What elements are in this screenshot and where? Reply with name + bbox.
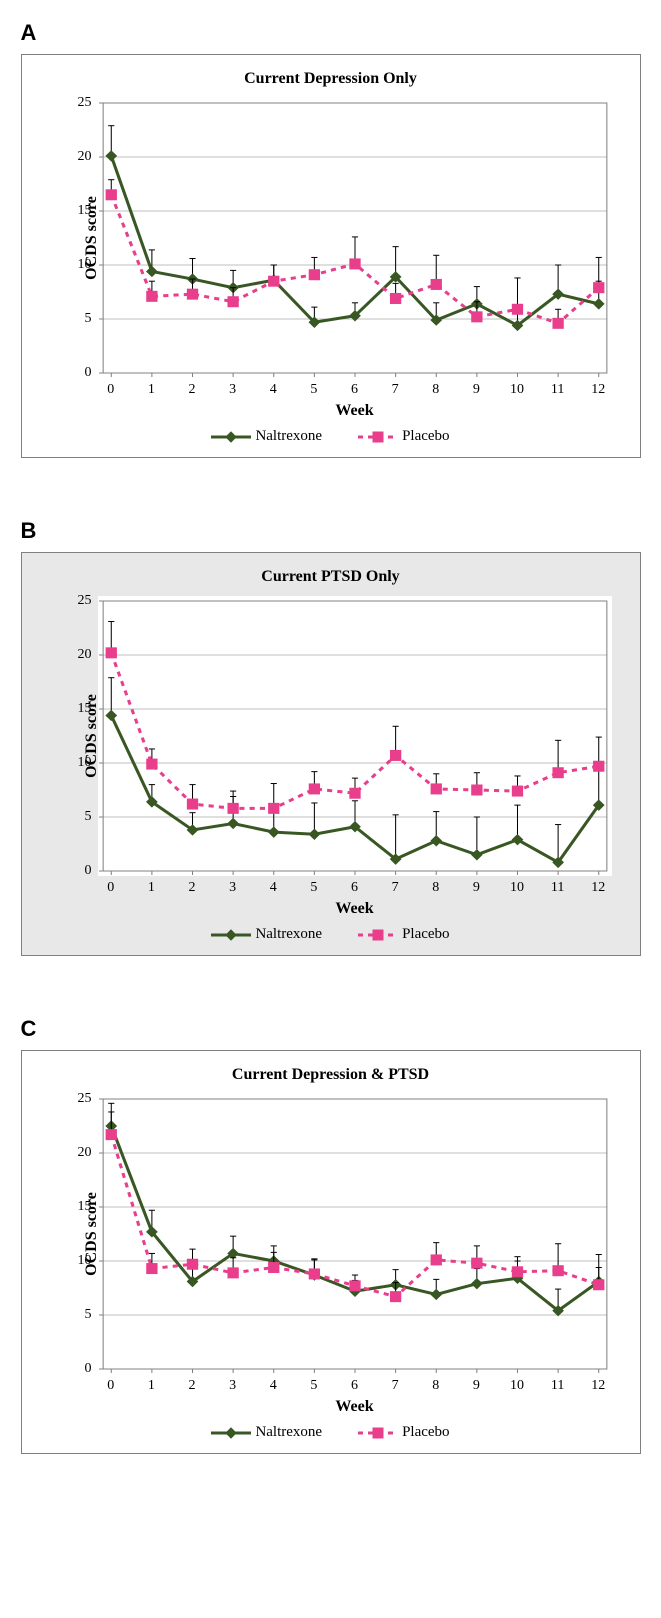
y-tick-label: 0 [85,365,98,381]
figure-container: A Current Depression Only OCDS score051015… [21,20,641,1454]
panel-label: C [21,1016,641,1042]
x-tick-label: 3 [229,378,236,398]
x-axis-label: Week [98,402,612,420]
x-tick-label: 4 [270,1374,277,1394]
diamond-marker-icon [211,926,251,943]
legend-label: Naltrexone [255,926,322,942]
y-tick-label: 0 [85,1361,98,1377]
x-tick-label: 5 [310,1374,317,1394]
x-tick-label: 6 [351,876,358,896]
x-tick-label: 11 [551,876,564,896]
panel-label: B [21,518,641,544]
x-tick-label: 7 [392,378,399,398]
square-marker-icon [358,428,398,445]
square-marker-icon [358,926,398,943]
x-tick-label: 11 [551,378,564,398]
y-tick-label: 15 [78,701,98,717]
legend-item: Naltrexone [211,926,322,943]
x-tick-label: 0 [107,378,114,398]
x-tick-label: 9 [473,876,480,896]
x-tick-label: 10 [510,876,524,896]
legend: Naltrexone Placebo [40,428,622,445]
y-tick-label: 15 [78,1199,98,1215]
x-tick-label: 12 [591,876,605,896]
y-tick-label: 0 [85,863,98,879]
x-tick-label: 7 [392,876,399,896]
x-tick-label: 10 [510,378,524,398]
y-tick-label: 20 [78,1145,98,1161]
x-tick-label: 7 [392,1374,399,1394]
x-tick-label: 9 [473,378,480,398]
chart-box: Current Depression Only OCDS score0510152… [21,54,641,458]
x-tick-label: 8 [432,378,439,398]
x-tick-label: 4 [270,378,277,398]
y-tick-label: 10 [78,755,98,771]
chart-panel: B Current PTSD Only OCDS score051015202501… [21,518,641,956]
y-tick-label: 25 [78,95,98,111]
x-tick-label: 3 [229,1374,236,1394]
x-tick-label: 2 [189,876,196,896]
x-tick-label: 1 [148,1374,155,1394]
legend-label: Naltrexone [255,1424,322,1440]
x-tick-label: 1 [148,876,155,896]
legend-item: Placebo [358,1424,449,1441]
y-tick-label: 10 [78,1253,98,1269]
y-tick-label: 10 [78,257,98,273]
legend: Naltrexone Placebo [40,926,622,943]
diamond-marker-icon [211,428,251,445]
x-tick-label: 6 [351,378,358,398]
chart-title: Current Depression & PTSD [40,1066,622,1084]
y-tick-label: 20 [78,149,98,165]
chart-box: Current Depression & PTSD OCDS score05101… [21,1050,641,1454]
x-tick-label: 4 [270,876,277,896]
x-tick-label: 0 [107,876,114,896]
y-tick-label: 15 [78,203,98,219]
x-tick-label: 0 [107,1374,114,1394]
x-tick-label: 10 [510,1374,524,1394]
y-tick-label: 5 [85,1307,98,1323]
x-tick-label: 3 [229,876,236,896]
legend-label: Placebo [402,428,449,444]
x-tick-label: 2 [189,378,196,398]
x-tick-label: 12 [591,1374,605,1394]
x-tick-label: 8 [432,876,439,896]
legend-label: Placebo [402,1424,449,1440]
y-tick-label: 5 [85,809,98,825]
x-tick-label: 2 [189,1374,196,1394]
legend-item: Placebo [358,926,449,943]
x-tick-label: 8 [432,1374,439,1394]
chart-panel: C Current Depression & PTSD OCDS score0510… [21,1016,641,1454]
plot-area: OCDS score05101520250123456789101112 [98,98,612,378]
chart-panel: A Current Depression Only OCDS score051015… [21,20,641,458]
plot-area: OCDS score05101520250123456789101112 [98,596,612,876]
x-axis-label: Week [98,900,612,918]
chart-title: Current PTSD Only [40,568,622,586]
y-tick-label: 20 [78,647,98,663]
panel-label: A [21,20,641,46]
plot-area: OCDS score05101520250123456789101112 [98,1094,612,1374]
x-tick-label: 6 [351,1374,358,1394]
x-axis-label: Week [98,1398,612,1416]
chart-box: Current PTSD Only OCDS score0510152025012… [21,552,641,956]
legend-item: Naltrexone [211,1424,322,1441]
legend-label: Naltrexone [255,428,322,444]
x-tick-label: 5 [310,876,317,896]
diamond-marker-icon [211,1424,251,1441]
x-tick-label: 12 [591,378,605,398]
legend-item: Naltrexone [211,428,322,445]
x-tick-label: 1 [148,378,155,398]
legend-label: Placebo [402,926,449,942]
legend-item: Placebo [358,428,449,445]
y-tick-label: 25 [78,593,98,609]
y-tick-label: 25 [78,1091,98,1107]
x-tick-label: 9 [473,1374,480,1394]
x-tick-label: 11 [551,1374,564,1394]
legend: Naltrexone Placebo [40,1424,622,1441]
y-tick-label: 5 [85,311,98,327]
x-tick-label: 5 [310,378,317,398]
square-marker-icon [358,1424,398,1441]
chart-title: Current Depression Only [40,70,622,88]
